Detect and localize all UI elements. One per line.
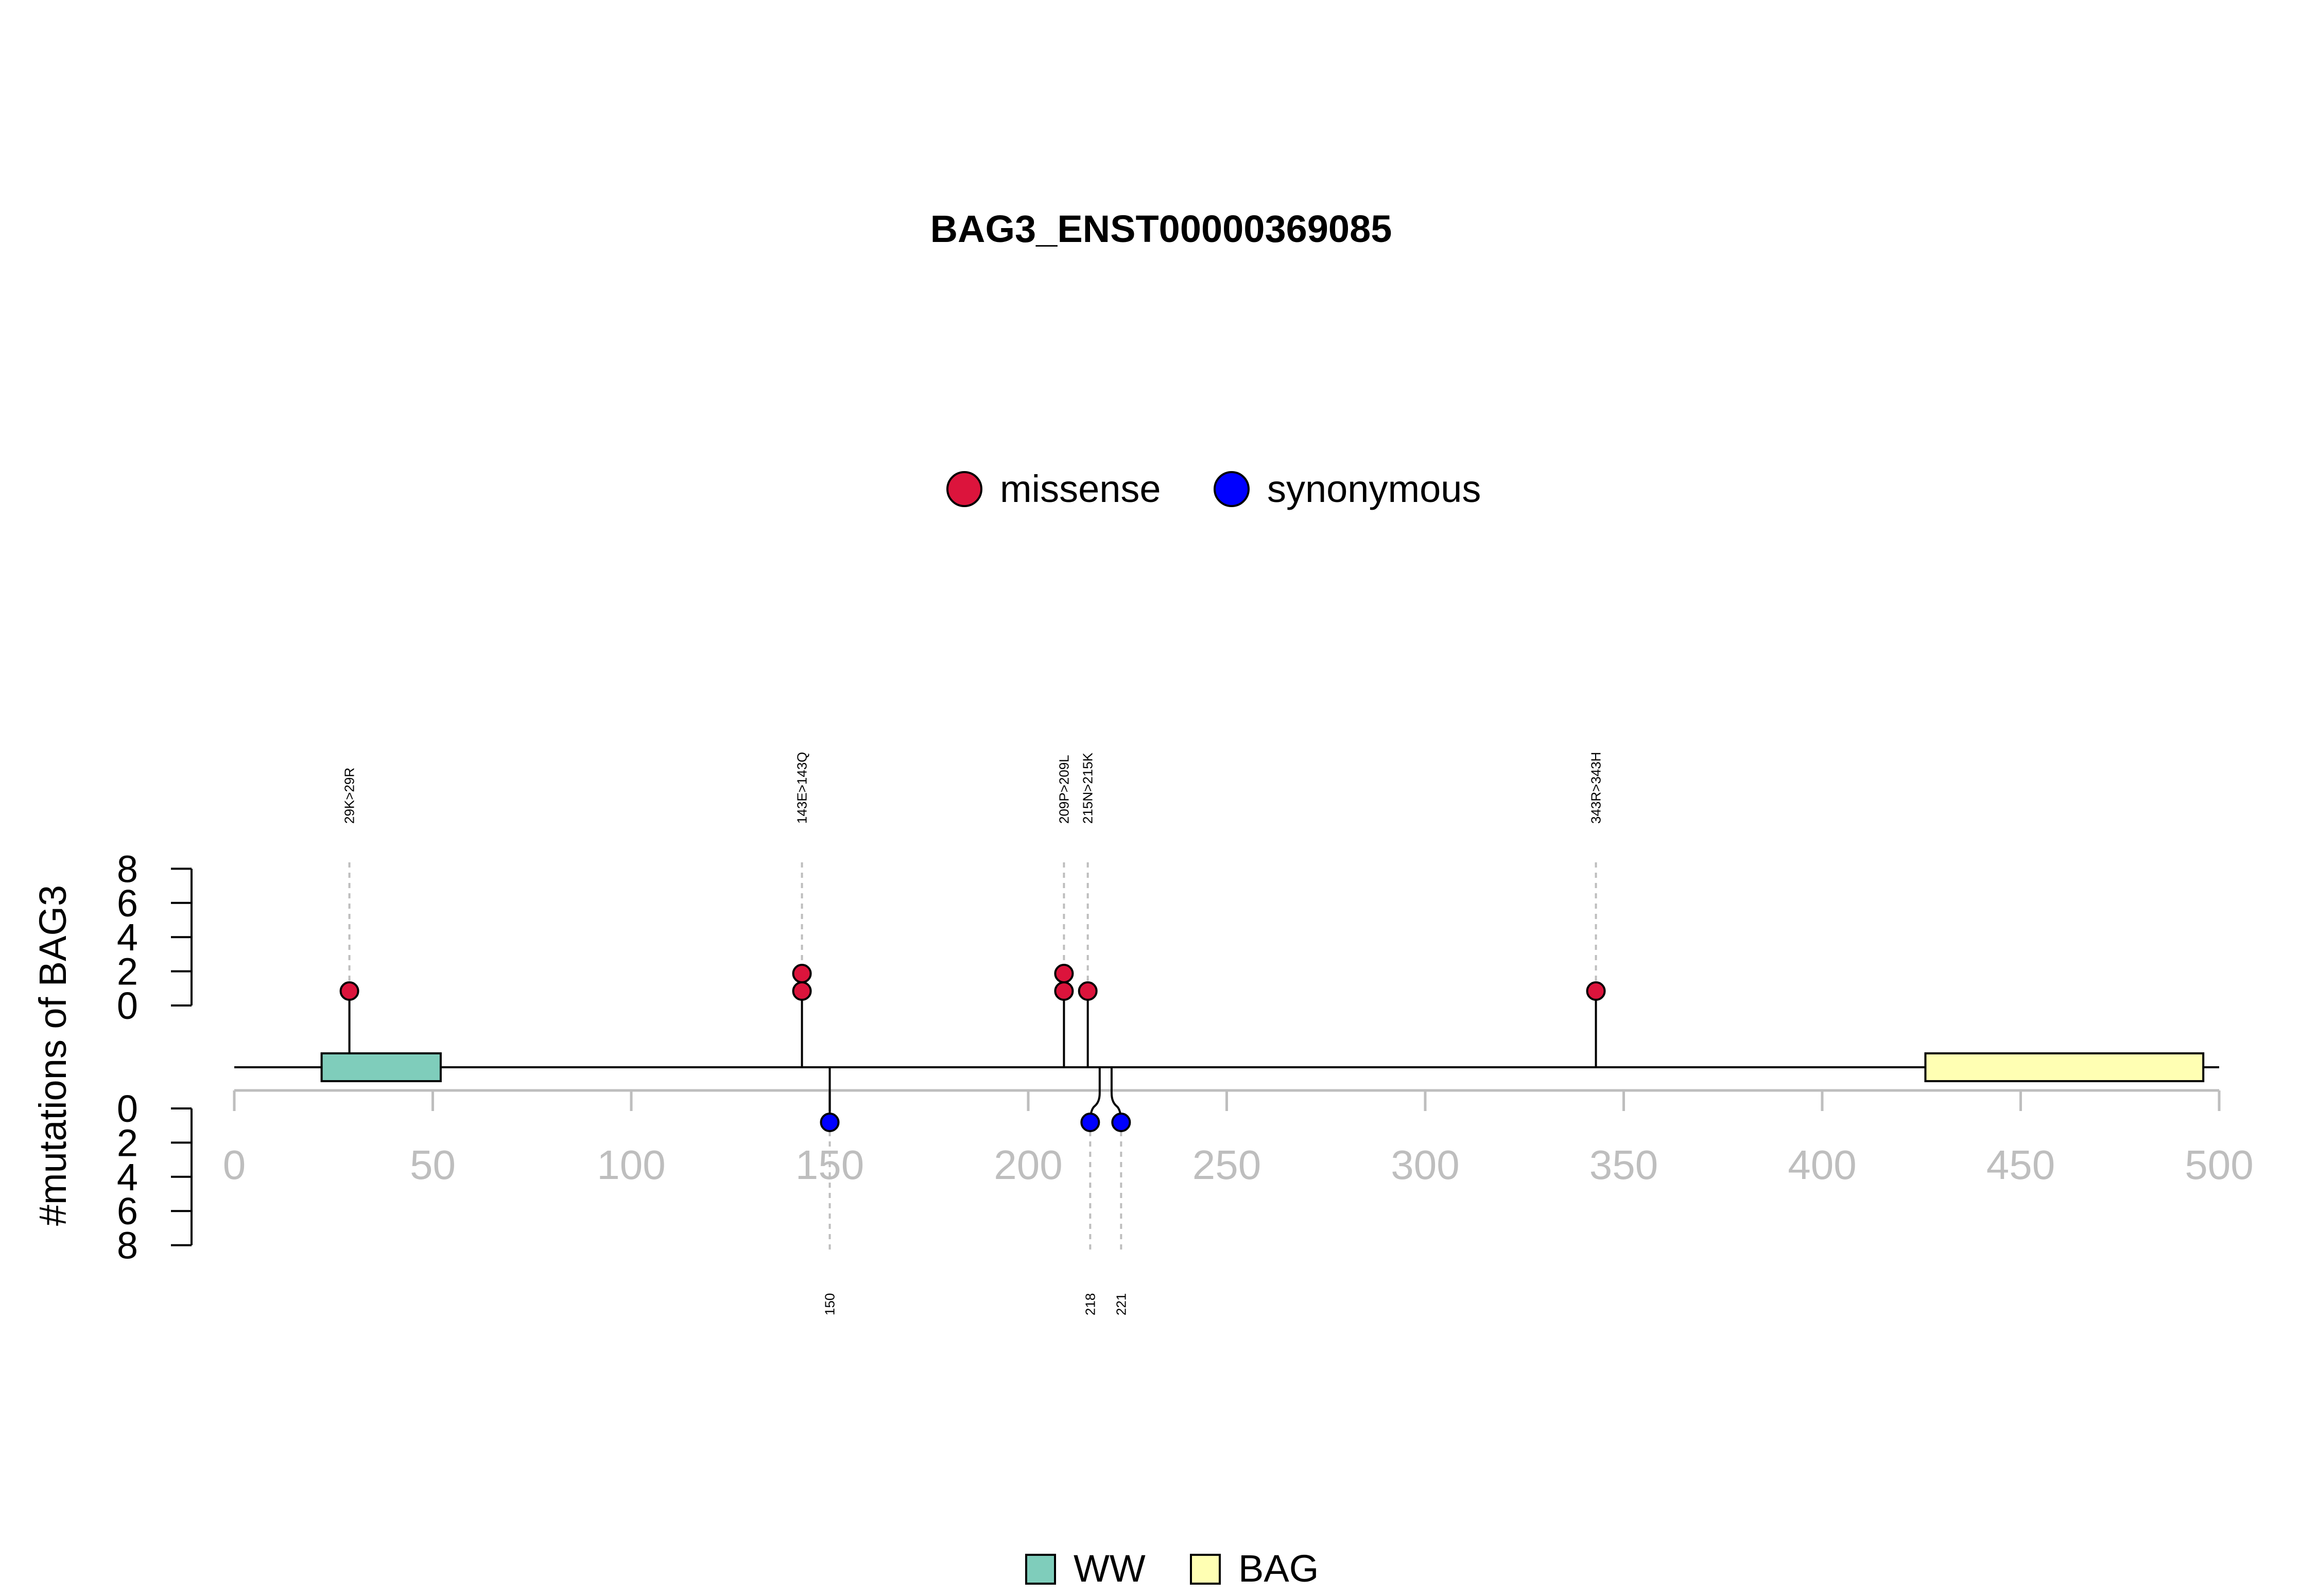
upper-tick-label: 6 bbox=[117, 882, 138, 925]
upper-tick-label: 8 bbox=[117, 847, 138, 890]
lollipop-stems bbox=[348, 991, 1597, 1123]
mutation-type-legend: missense synonymous bbox=[946, 467, 1481, 510]
x-tick-label: 250 bbox=[1192, 1142, 1261, 1188]
protein-domains bbox=[320, 1052, 2205, 1082]
legend-domain-ww-label: WW bbox=[1074, 1547, 1146, 1590]
domain-bag bbox=[1924, 1052, 2205, 1082]
x-tick-label: 400 bbox=[1788, 1142, 1856, 1188]
label-guide-lines bbox=[348, 862, 1597, 1254]
legend-synonymous-label: synonymous bbox=[1267, 467, 1481, 510]
upper-mutation-label: 343R>343H bbox=[1588, 752, 1604, 824]
legend-domain-bag-label: BAG bbox=[1238, 1547, 1319, 1590]
synonymous-point bbox=[1080, 1113, 1100, 1132]
upper-tick-label: 2 bbox=[117, 950, 138, 993]
x-tick-label: 450 bbox=[1986, 1142, 2055, 1188]
lower-mutation-label: 218 bbox=[1082, 1293, 1098, 1315]
chart-title: BAG3_ENST00000369085 bbox=[930, 207, 1392, 250]
lower-tick-label: 0 bbox=[117, 1087, 138, 1130]
upper-mutation-label: 29K>29R bbox=[342, 768, 357, 824]
synonymous-point bbox=[1111, 1113, 1131, 1132]
legend-missense-label: missense bbox=[1000, 467, 1161, 510]
missense-point bbox=[339, 981, 359, 1001]
missense-point bbox=[1078, 981, 1098, 1001]
x-tick-label: 100 bbox=[597, 1142, 665, 1188]
domain-ww bbox=[320, 1052, 442, 1082]
mutation-points bbox=[339, 964, 1606, 1132]
missense-point bbox=[1054, 964, 1074, 983]
synonymous-point bbox=[820, 1113, 840, 1132]
upper-mutation-label: 209P>209L bbox=[1056, 755, 1071, 824]
missense-point bbox=[1054, 981, 1074, 1001]
y-axis-label: #mutations of BAG3 bbox=[31, 885, 74, 1226]
missense-point bbox=[1586, 981, 1606, 1001]
lower-mutation-label: 150 bbox=[822, 1293, 838, 1315]
mutation-labels: 29K>29R 143E>143Q 209P>209L 215N>215K 343R>3… bbox=[342, 752, 1604, 1315]
legend-synonymous-marker bbox=[1214, 471, 1250, 507]
x-tick-label: 50 bbox=[410, 1142, 456, 1188]
x-tick-label: 200 bbox=[994, 1142, 1062, 1188]
lower-tick-label: 2 bbox=[117, 1121, 138, 1164]
domain-legend: WW BAG bbox=[1025, 1547, 1319, 1590]
position-axis: 0 50 100 150 200 250 300 350 400 450 500 bbox=[223, 1089, 2254, 1188]
x-tick-label: 300 bbox=[1391, 1142, 1459, 1188]
lower-mutation-label: 221 bbox=[1113, 1293, 1129, 1315]
upper-tick-label: 4 bbox=[117, 916, 138, 959]
legend-domain-bag-swatch bbox=[1190, 1554, 1221, 1585]
legend-missense-marker bbox=[946, 471, 982, 507]
lower-tick-label: 4 bbox=[117, 1156, 138, 1199]
legend-domain-ww-swatch bbox=[1025, 1554, 1056, 1585]
lower-tick-label: 6 bbox=[117, 1190, 138, 1233]
lower-tick-label: 8 bbox=[117, 1224, 138, 1267]
x-tick-label: 500 bbox=[2185, 1142, 2253, 1188]
missense-point bbox=[792, 981, 812, 1001]
x-tick-label: 0 bbox=[223, 1142, 246, 1188]
x-tick-label: 350 bbox=[1589, 1142, 1658, 1188]
upper-tick-label: 0 bbox=[117, 984, 138, 1027]
upper-mutation-label: 143E>143Q bbox=[794, 752, 810, 824]
missense-point bbox=[792, 964, 812, 983]
upper-mutation-label: 215N>215K bbox=[1080, 752, 1096, 824]
